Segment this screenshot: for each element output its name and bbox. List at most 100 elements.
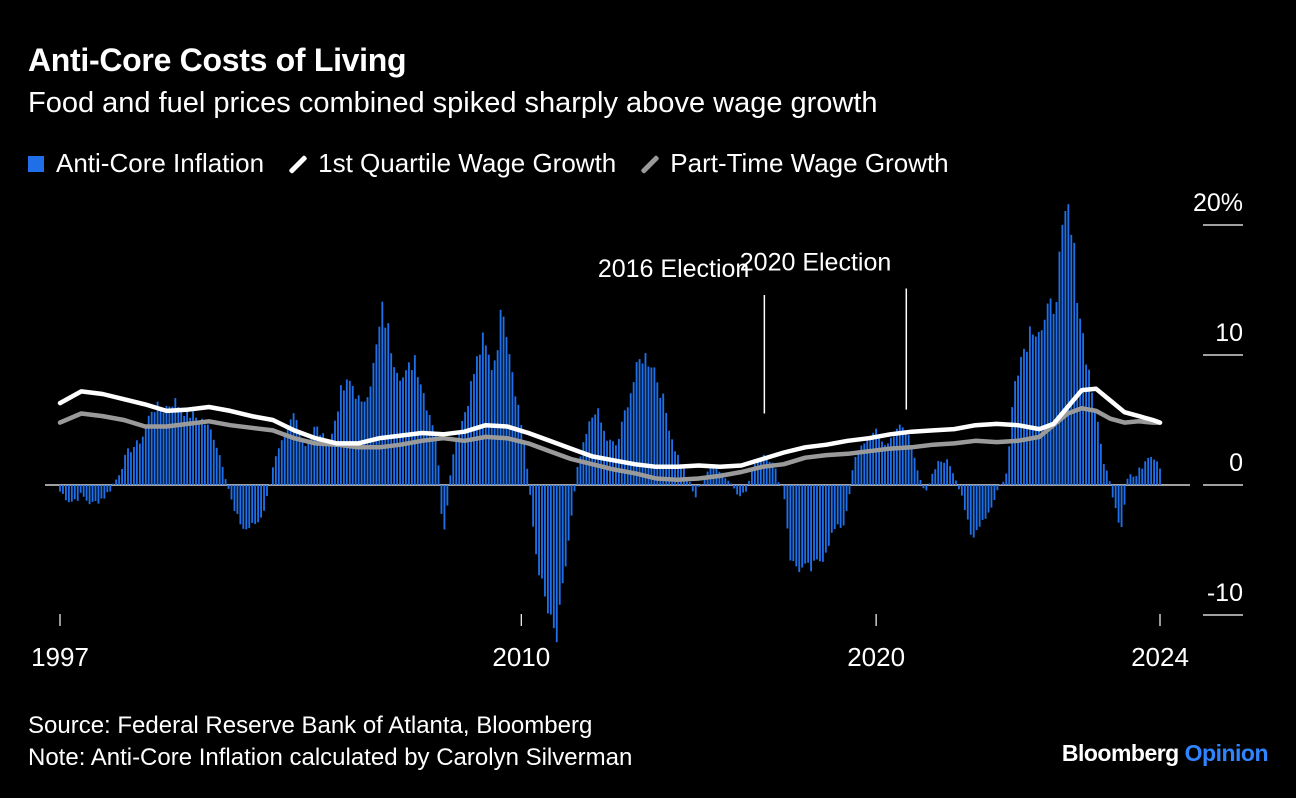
- bar: [848, 485, 851, 495]
- bar: [748, 480, 750, 485]
- bar: [186, 407, 189, 485]
- bar: [751, 468, 753, 485]
- bar: [372, 362, 375, 485]
- bar: [316, 426, 319, 485]
- bar: [579, 456, 582, 485]
- bar: [301, 440, 304, 485]
- bar: [334, 420, 336, 485]
- bar: [937, 461, 940, 485]
- bar: [493, 360, 496, 485]
- bar: [1120, 485, 1123, 527]
- bar: [1067, 204, 1070, 486]
- bar: [260, 485, 262, 518]
- bar: [659, 397, 662, 485]
- bar: [1055, 302, 1058, 485]
- legend-swatch-bar: [28, 155, 44, 172]
- bar: [135, 440, 138, 485]
- bar: [795, 485, 798, 567]
- bar: [1002, 481, 1005, 485]
- bar: [919, 479, 922, 485]
- bar: [1037, 332, 1040, 485]
- bar: [567, 485, 570, 541]
- bar: [162, 412, 165, 485]
- chart-subtitle: Food and fuel prices combined spiked sha…: [28, 87, 878, 119]
- bar: [70, 485, 73, 502]
- bar: [189, 417, 192, 485]
- bar: [650, 367, 653, 485]
- bar: [665, 412, 668, 485]
- bar: [218, 455, 221, 485]
- bar: [662, 393, 665, 485]
- bar: [109, 485, 112, 492]
- bar: [756, 458, 759, 485]
- bar: [703, 476, 706, 485]
- bar: [671, 439, 674, 485]
- bar: [544, 485, 546, 597]
- bar: [804, 485, 807, 564]
- bar: [141, 436, 144, 485]
- bar: [342, 390, 345, 485]
- bar: [975, 485, 978, 531]
- bar: [940, 461, 943, 485]
- bar: [644, 353, 647, 485]
- bar: [981, 485, 984, 520]
- bar: [1008, 446, 1011, 485]
- bar: [470, 381, 472, 485]
- bar: [1023, 348, 1025, 485]
- bar: [82, 485, 85, 497]
- bar: [931, 473, 934, 485]
- bar: [487, 354, 490, 485]
- y-tick-label: 0: [1229, 449, 1243, 477]
- bar: [464, 412, 467, 485]
- bar: [277, 448, 280, 485]
- bar: [600, 422, 603, 485]
- bar: [792, 485, 795, 562]
- bar: [180, 409, 183, 485]
- bar: [520, 424, 523, 485]
- bar: [969, 485, 972, 535]
- bar: [762, 454, 765, 485]
- bar: [455, 439, 458, 485]
- bar: [824, 485, 827, 553]
- bar: [549, 485, 552, 615]
- bar: [375, 344, 378, 485]
- bar: [960, 485, 963, 496]
- bar: [727, 480, 730, 485]
- bar: [369, 386, 372, 485]
- bar: [558, 485, 561, 605]
- bar: [502, 316, 505, 485]
- bar: [233, 485, 236, 511]
- bar: [499, 309, 502, 485]
- series-line: [57, 406, 1163, 483]
- bar: [298, 434, 301, 485]
- legend-label: Part-Time Wage Growth: [670, 148, 949, 178]
- bar: [251, 485, 254, 523]
- bar: [833, 485, 836, 530]
- bar: [381, 301, 384, 485]
- bar: [869, 439, 872, 485]
- bar: [623, 410, 626, 485]
- bar: [402, 377, 404, 485]
- bar: [821, 485, 824, 562]
- bar: [215, 447, 218, 485]
- bar: [408, 362, 410, 485]
- bar: [76, 485, 79, 501]
- bar: [416, 377, 419, 485]
- bar: [810, 485, 812, 572]
- bar: [266, 485, 268, 497]
- bar: [606, 440, 608, 485]
- bar: [496, 350, 499, 485]
- bar: [348, 380, 351, 485]
- bar: [168, 406, 171, 485]
- bar: [1144, 461, 1147, 485]
- bar: [1126, 478, 1129, 485]
- bar: [907, 434, 910, 485]
- bar: [963, 485, 966, 511]
- bar: [626, 407, 629, 485]
- bar: [993, 485, 996, 501]
- bar: [901, 427, 904, 485]
- bar: [934, 469, 937, 485]
- bar: [1129, 474, 1132, 485]
- bar: [59, 485, 61, 492]
- bar: [198, 421, 200, 485]
